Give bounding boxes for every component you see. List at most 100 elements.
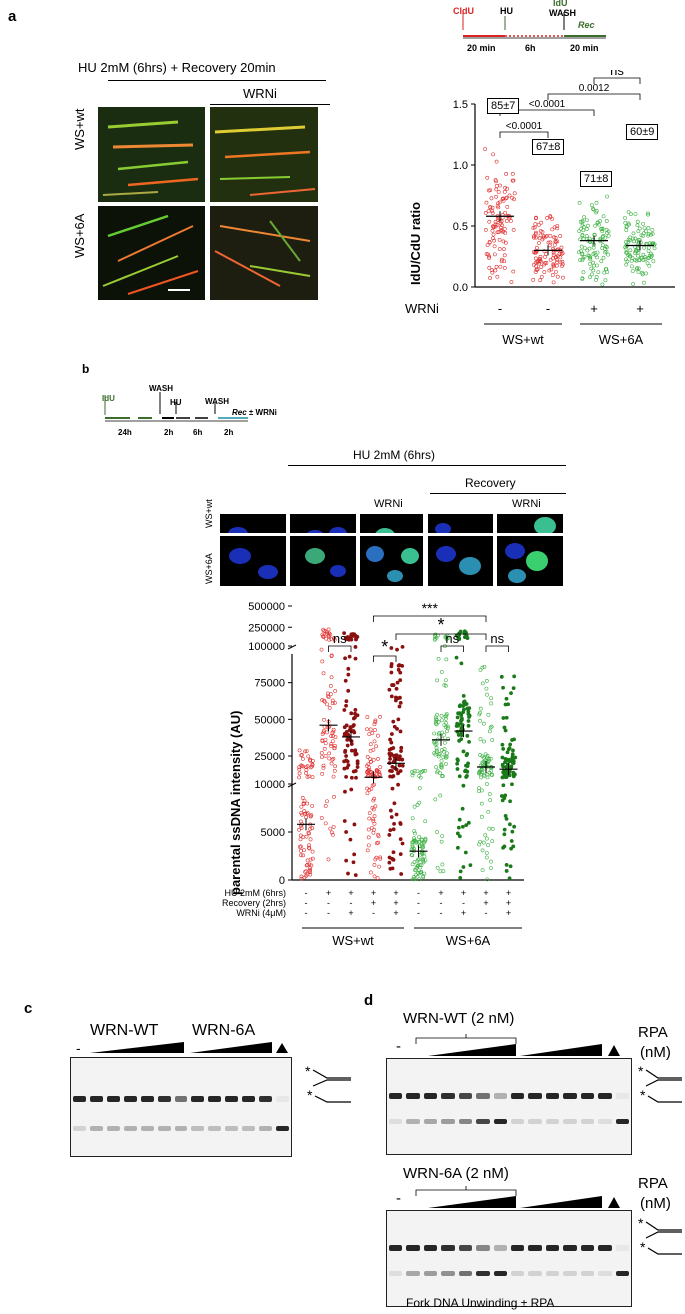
gel-band-upper <box>615 1093 629 1099</box>
data-point-b <box>367 811 372 816</box>
data-point-b <box>479 768 484 773</box>
data-point-b <box>321 763 326 768</box>
data-point-b <box>484 686 489 691</box>
data-point-b <box>480 681 485 686</box>
data-point-b <box>372 739 377 744</box>
data-point-b <box>490 826 495 831</box>
data-point-b <box>479 801 484 806</box>
gel-band-upper <box>406 1245 420 1251</box>
data-point-b <box>504 696 509 701</box>
data-point-a <box>492 238 497 243</box>
fiber-image-6a <box>98 206 205 300</box>
data-point-a <box>503 231 508 235</box>
data-point-b <box>309 863 314 868</box>
data-point-b <box>434 746 439 750</box>
data-point-b <box>414 868 418 873</box>
data-point-b <box>371 830 376 835</box>
data-point-a <box>504 196 508 201</box>
comparison-label-b: * <box>437 615 444 635</box>
data-point-b <box>328 826 333 831</box>
fiber-image-6a-wrni <box>210 206 318 300</box>
pct-box-4: 60±9 <box>626 124 659 140</box>
data-point-b <box>396 667 401 672</box>
wrni1-label-b: WRNi <box>374 498 403 510</box>
data-point-a <box>580 258 585 262</box>
svg-text:*: * <box>638 1063 644 1079</box>
data-point-a <box>498 264 503 269</box>
data-point-b <box>297 827 301 832</box>
data-point-b <box>508 799 512 804</box>
nuc-6a-1 <box>220 536 286 586</box>
data-point-b <box>479 767 484 772</box>
data-point-a <box>504 219 509 223</box>
panel-d-mut: WRN-6A (2 nM) <box>403 1165 509 1182</box>
data-point-b <box>410 844 415 849</box>
data-point-a <box>606 229 611 234</box>
data-point-b <box>444 657 449 662</box>
data-point-a <box>602 270 607 275</box>
data-point-b <box>397 704 402 709</box>
data-point-b <box>351 729 356 733</box>
data-point-b <box>398 852 403 857</box>
gel-band-lower <box>511 1119 525 1124</box>
fork-diagrams-d-top: * * <box>638 1063 682 1103</box>
data-point-b <box>438 793 443 798</box>
data-point-b <box>484 679 489 683</box>
gel-band-lower <box>106 1126 120 1131</box>
nuclei-col-gap-1 <box>286 514 290 586</box>
data-point-b <box>417 863 422 867</box>
data-point-b <box>367 732 372 737</box>
data-point-b <box>503 760 507 765</box>
data-point-b <box>372 821 377 826</box>
data-point-a <box>637 258 641 262</box>
data-point-b <box>422 854 427 859</box>
data-point-b <box>499 674 504 679</box>
y-tick-label-b: 0 <box>279 875 285 887</box>
data-point-a <box>488 205 493 210</box>
data-point-b <box>305 858 310 863</box>
data-point-b <box>375 768 379 773</box>
data-point-a <box>642 245 647 250</box>
data-point-a <box>542 262 547 267</box>
data-point-b <box>304 765 309 770</box>
data-point-b <box>415 802 420 807</box>
data-point-b <box>353 645 358 649</box>
data-point-a <box>548 214 553 218</box>
data-point-b <box>330 832 335 837</box>
data-point-b <box>460 806 465 811</box>
fiber-image-wt <box>98 107 205 202</box>
data-point-a <box>504 172 508 176</box>
treatment-sign-b: + <box>483 898 488 908</box>
data-point-b <box>463 635 467 639</box>
data-point-b <box>373 720 378 724</box>
data-point-b <box>308 868 312 872</box>
data-point-b <box>329 742 334 746</box>
data-point-b <box>398 837 403 841</box>
gel-band-lower <box>598 1271 612 1276</box>
data-point-b <box>486 758 491 763</box>
data-point-b <box>488 725 493 730</box>
data-point-a <box>623 245 628 250</box>
data-point-b <box>322 628 326 633</box>
data-point-a <box>600 235 605 239</box>
data-point-b <box>478 839 482 844</box>
gel-band-upper <box>528 1093 542 1099</box>
data-point-b <box>443 755 448 760</box>
gel-band-upper <box>123 1096 137 1102</box>
data-point-a <box>580 232 585 237</box>
gel-band-lower <box>476 1119 490 1124</box>
data-point-a <box>643 255 647 259</box>
data-point-a <box>511 227 516 232</box>
data-point-a <box>599 259 604 264</box>
data-point-b <box>368 727 373 732</box>
schem-t3: 20 min <box>570 43 599 53</box>
data-point-a <box>651 259 656 264</box>
data-point-a <box>605 194 609 199</box>
data-point-b <box>331 774 336 779</box>
data-point-b <box>398 769 403 773</box>
data-point-b <box>299 753 304 758</box>
data-point-a <box>541 235 546 240</box>
data-point-b <box>330 739 335 744</box>
treatment-sign-b: + <box>371 898 376 908</box>
schem-b-t3: 6h <box>193 428 203 437</box>
